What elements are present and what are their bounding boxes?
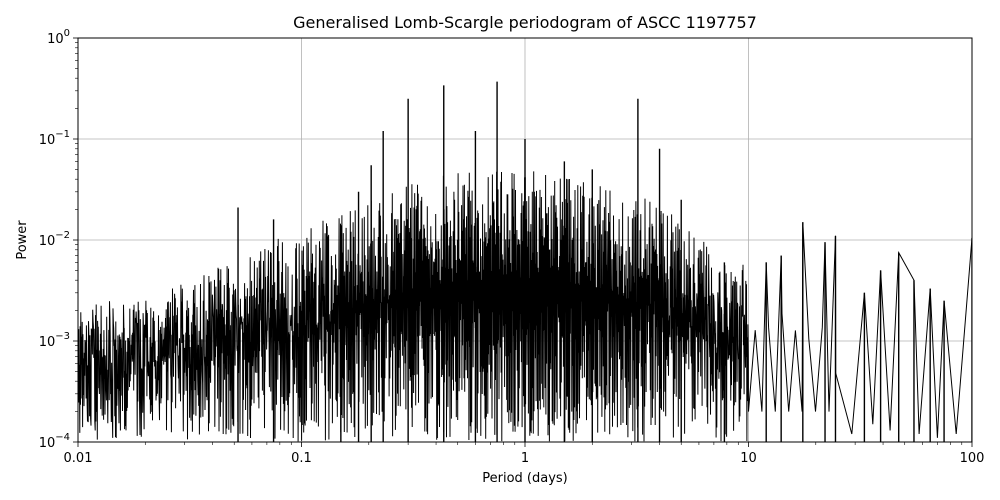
y-axis-label: Power	[15, 220, 30, 260]
y-tick-label: 10−4	[39, 432, 70, 451]
x-axis-label: Period (days)	[482, 471, 568, 486]
y-tick-label: 100	[47, 28, 70, 47]
chart-title: Generalised Lomb-Scargle periodogram of …	[293, 13, 757, 32]
x-tick-label: 1	[521, 451, 529, 466]
x-axis-ticks: 0.01 0.1 1 10 100	[64, 442, 985, 466]
x-tick-label: 10	[740, 451, 757, 466]
periodogram-series	[78, 81, 972, 442]
y-axis-ticks: 10−4 10−3 10−2 10−1 100	[39, 28, 78, 451]
x-tick-label: 0.01	[64, 451, 93, 466]
x-tick-label: 100	[960, 451, 985, 466]
power-trace	[78, 171, 972, 442]
y-tick-label: 10−2	[39, 230, 70, 249]
y-tick-label: 10−3	[39, 331, 70, 350]
x-tick-label: 0.1	[291, 451, 312, 466]
y-tick-label: 10−1	[39, 129, 70, 148]
